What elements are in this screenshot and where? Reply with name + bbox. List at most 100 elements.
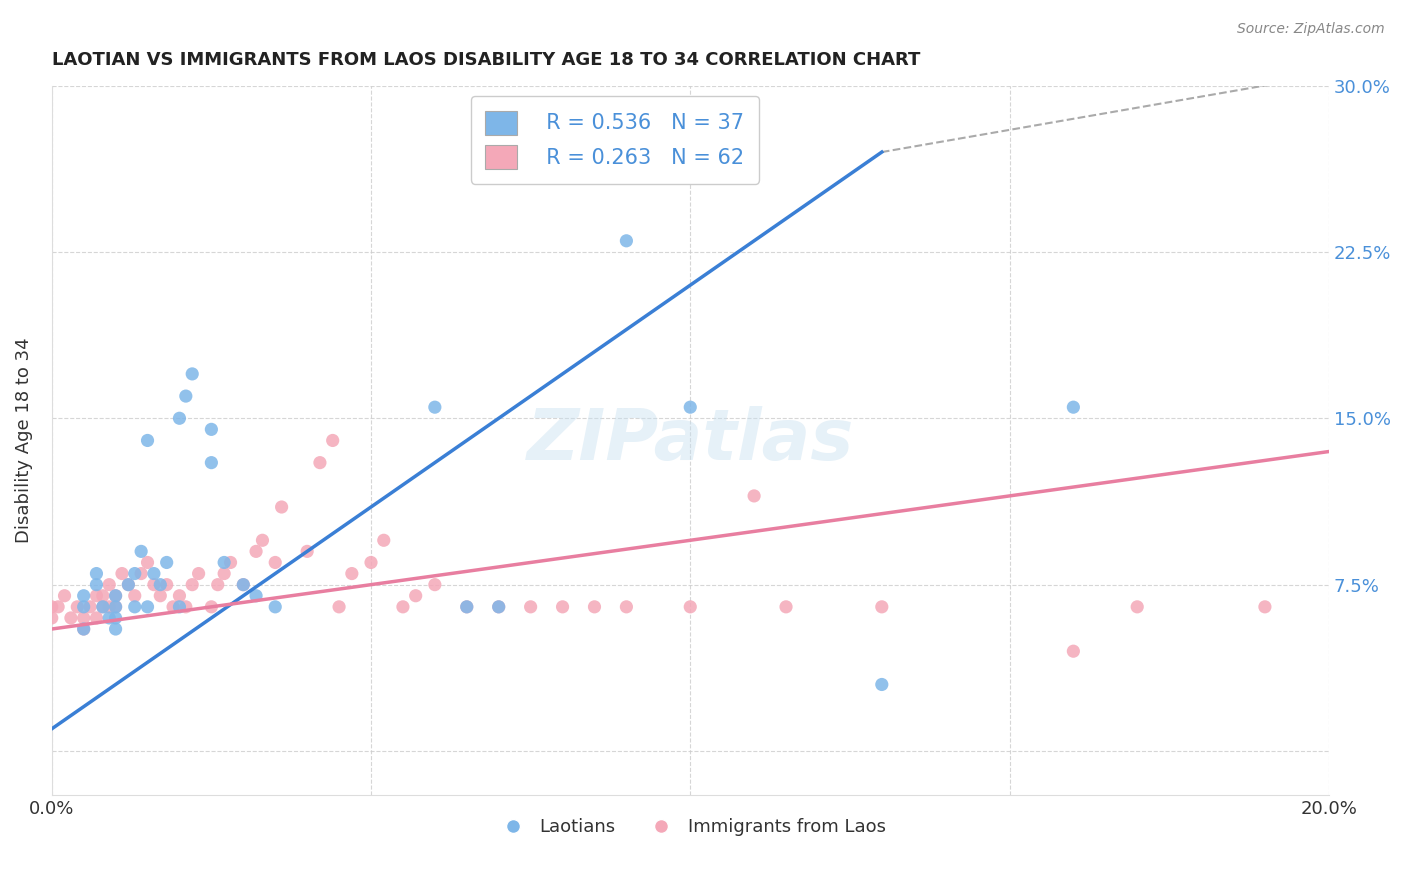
Point (162, 599, 184, 614)
Point (583, 599, 606, 614)
Legend: Laotians, Immigrants from Laos: Laotians, Immigrants from Laos (488, 811, 893, 843)
Y-axis label: Disability Age 18 to 34: Disability Age 18 to 34 (15, 338, 32, 543)
Point (360, 556, 382, 570)
Point (156, 556, 179, 570)
Point (181, 367, 204, 381)
Point (1062, 400, 1084, 414)
Point (73, 599, 96, 614)
Point (174, 389, 197, 403)
Point (41, 611, 63, 625)
Point (86, 589, 108, 603)
Point (129, 566, 152, 581)
Point (104, 622, 127, 636)
Point (111, 566, 134, 581)
Point (149, 577, 172, 591)
Point (98, 611, 121, 625)
Point (91, 599, 114, 614)
Point (86, 566, 108, 581)
Point (73, 622, 96, 636)
Point (456, 599, 478, 614)
Point (207, 577, 229, 591)
Point (1126, 599, 1149, 614)
Point (98, 599, 121, 614)
Point (73, 622, 96, 636)
Point (104, 611, 127, 625)
Point (117, 577, 139, 591)
Point (169, 599, 191, 614)
Point (200, 456, 222, 470)
Point (679, 400, 702, 414)
Point (187, 566, 209, 581)
Point (270, 500, 292, 514)
Point (142, 566, 165, 581)
Point (322, 434, 344, 448)
Point (59, 611, 82, 625)
Point (73, 611, 96, 625)
Point (551, 599, 574, 614)
Point (519, 599, 541, 614)
Point (679, 599, 702, 614)
Point (174, 599, 197, 614)
Point (245, 589, 267, 603)
Point (392, 599, 415, 614)
Point (373, 533, 395, 548)
Point (328, 599, 350, 614)
Point (98, 577, 121, 591)
Point (1062, 644, 1084, 658)
Point (124, 599, 146, 614)
Point (742, 489, 765, 503)
Point (142, 577, 165, 591)
Point (169, 589, 191, 603)
Point (219, 556, 242, 570)
Point (200, 422, 222, 436)
Point (870, 599, 893, 614)
Point (104, 599, 127, 614)
Point (149, 589, 172, 603)
Point (66, 599, 89, 614)
Point (212, 556, 235, 570)
Point (41, 599, 63, 614)
Point (73, 589, 96, 603)
Point (91, 599, 114, 614)
Point (212, 566, 235, 581)
Point (309, 456, 332, 470)
Point (488, 599, 510, 614)
Point (870, 677, 893, 691)
Point (200, 599, 222, 614)
Point (264, 599, 287, 614)
Point (245, 544, 267, 558)
Point (340, 566, 363, 581)
Text: Source: ZipAtlas.com: Source: ZipAtlas.com (1237, 22, 1385, 37)
Point (181, 577, 204, 591)
Point (86, 577, 108, 591)
Point (104, 589, 127, 603)
Point (232, 577, 254, 591)
Point (232, 577, 254, 591)
Point (79, 599, 101, 614)
Point (1254, 599, 1277, 614)
Point (136, 434, 159, 448)
Point (53, 589, 76, 603)
Point (46, 599, 69, 614)
Point (264, 556, 287, 570)
Point (456, 599, 478, 614)
Point (117, 577, 139, 591)
Point (423, 577, 446, 591)
Point (775, 599, 797, 614)
Point (129, 544, 152, 558)
Point (104, 599, 127, 614)
Point (423, 400, 446, 414)
Point (616, 599, 638, 614)
Point (156, 577, 179, 591)
Point (488, 599, 510, 614)
Point (252, 533, 274, 548)
Point (86, 611, 108, 625)
Point (616, 234, 638, 248)
Point (136, 556, 159, 570)
Point (136, 599, 159, 614)
Point (405, 589, 427, 603)
Point (91, 589, 114, 603)
Point (295, 544, 318, 558)
Point (169, 411, 191, 425)
Text: ZIPatlas: ZIPatlas (527, 406, 853, 475)
